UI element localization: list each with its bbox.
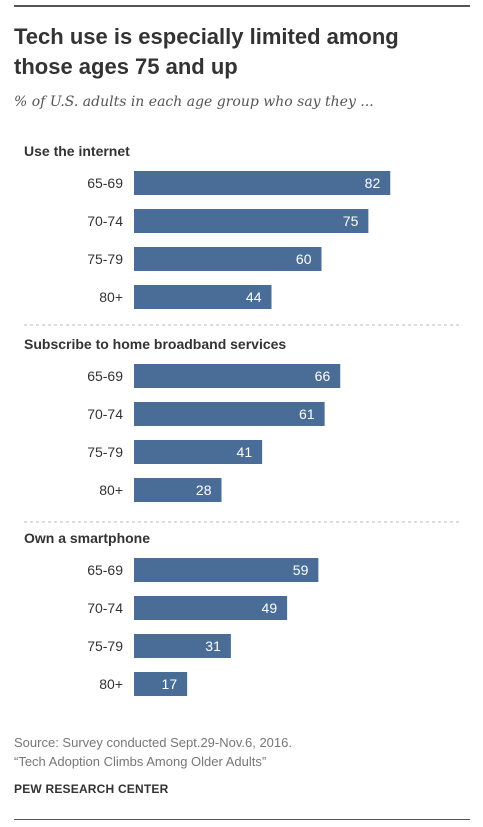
top-rule (14, 5, 470, 7)
bar (134, 478, 222, 502)
bar (134, 440, 263, 464)
panel-title: Own a smartphone (24, 530, 150, 546)
bar (134, 247, 322, 271)
chart-title: Tech use is especially limited among tho… (14, 24, 399, 79)
bar (134, 596, 288, 620)
data-label: 44 (246, 289, 262, 305)
data-label: 60 (296, 251, 312, 267)
bar (134, 402, 325, 426)
chart-subtitle: % of U.S. adults in each age group who s… (14, 94, 374, 110)
bar (134, 171, 391, 195)
category-label: 65-69 (87, 562, 123, 578)
data-label: 75 (343, 213, 359, 229)
data-label: 41 (237, 444, 253, 460)
data-label: 59 (293, 562, 309, 578)
category-label: 80+ (99, 289, 123, 305)
category-label: 80+ (99, 482, 123, 498)
brand-name: PEW RESEARCH CENTER (14, 782, 169, 796)
bar (134, 285, 272, 309)
category-label: 75-79 (87, 251, 123, 267)
data-label: 66 (315, 368, 331, 384)
category-label: 65-69 (87, 368, 123, 384)
data-label: 31 (205, 638, 221, 654)
bar (134, 209, 369, 233)
bar (134, 364, 341, 388)
data-label: 49 (262, 600, 278, 616)
category-label: 65-69 (87, 175, 123, 191)
data-label: 61 (299, 406, 315, 422)
bottom-rule (14, 819, 470, 820)
category-label: 70-74 (87, 600, 123, 616)
category-label: 70-74 (87, 406, 123, 422)
panel-title: Use the internet (24, 143, 130, 159)
data-label: 28 (196, 482, 212, 498)
source-line: Source: Survey conducted Sept.29-Nov.6, … (14, 735, 292, 750)
bar (134, 672, 188, 696)
bar (134, 634, 231, 658)
category-label: 80+ (99, 676, 123, 692)
panel-title: Subscribe to home broadband services (24, 336, 286, 352)
category-label: 75-79 (87, 444, 123, 460)
category-label: 70-74 (87, 213, 123, 229)
source-note: Source: Survey conducted Sept.29-Nov.6, … (14, 733, 454, 771)
category-label: 75-79 (87, 638, 123, 654)
data-label: 82 (365, 175, 381, 191)
report-title: “Tech Adoption Climbs Among Older Adults… (14, 754, 267, 769)
bar (134, 558, 319, 582)
data-label: 17 (162, 676, 178, 692)
